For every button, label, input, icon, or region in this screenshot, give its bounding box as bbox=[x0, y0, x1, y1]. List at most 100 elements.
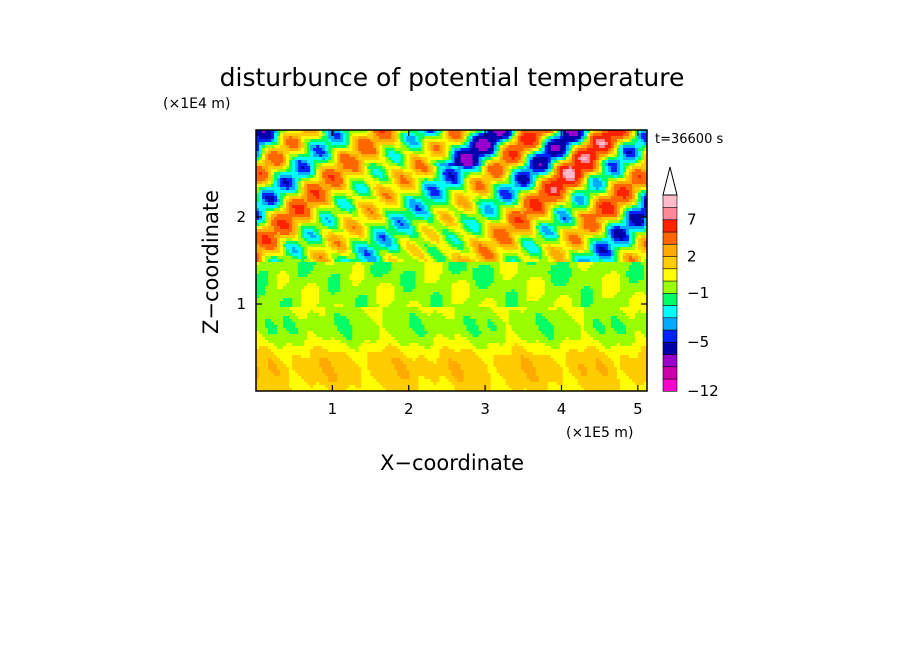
field-cell bbox=[628, 187, 633, 191]
field-cell bbox=[508, 241, 513, 245]
field-cell bbox=[472, 193, 477, 197]
field-cell bbox=[466, 136, 471, 140]
field-cell bbox=[598, 235, 603, 239]
field-cell bbox=[370, 136, 374, 140]
field-cell bbox=[493, 175, 498, 179]
field-cell bbox=[349, 187, 353, 191]
field-cell bbox=[583, 163, 588, 167]
field-cell bbox=[304, 214, 308, 218]
field-cell bbox=[304, 226, 308, 230]
field-cell bbox=[574, 223, 579, 227]
field-cell bbox=[460, 193, 465, 197]
field-cell bbox=[562, 130, 567, 134]
field-cell bbox=[370, 172, 374, 176]
field-cell bbox=[268, 211, 272, 215]
field-cell bbox=[616, 133, 621, 137]
field-cell bbox=[445, 199, 450, 203]
field-cell bbox=[310, 244, 314, 248]
field-cell bbox=[568, 199, 573, 203]
field-cell bbox=[616, 199, 621, 203]
field-cell bbox=[382, 151, 386, 155]
field-cell bbox=[556, 220, 561, 224]
field-cell bbox=[436, 187, 441, 191]
field-cell bbox=[286, 229, 290, 233]
field-cell bbox=[628, 220, 633, 224]
field-cell bbox=[493, 220, 498, 224]
field-cell bbox=[463, 208, 468, 212]
field-cell bbox=[547, 160, 552, 164]
field-cell bbox=[628, 223, 633, 227]
field-cell bbox=[349, 208, 353, 212]
field-cell bbox=[400, 181, 404, 185]
field-cell bbox=[268, 187, 272, 191]
field-cell bbox=[307, 133, 311, 137]
field-cell bbox=[325, 193, 329, 197]
field-cell bbox=[466, 184, 471, 188]
field-cell bbox=[394, 133, 398, 137]
field-cell bbox=[301, 166, 305, 170]
field-cell bbox=[436, 145, 441, 149]
field-cell bbox=[346, 193, 350, 197]
field-cell bbox=[595, 133, 600, 137]
field-cell bbox=[361, 238, 365, 242]
field-cell bbox=[418, 238, 423, 242]
field-cell bbox=[328, 175, 332, 179]
field-cell bbox=[568, 145, 573, 149]
field-cell bbox=[271, 241, 275, 245]
field-cell bbox=[382, 190, 386, 194]
field-cell bbox=[613, 166, 618, 170]
field-cell bbox=[331, 142, 335, 146]
field-cell bbox=[628, 208, 633, 212]
field-cell bbox=[568, 184, 573, 188]
field-cell bbox=[337, 211, 341, 215]
field-cell bbox=[490, 142, 495, 146]
field-cell bbox=[568, 229, 573, 233]
field-cell bbox=[427, 181, 432, 185]
field-cell bbox=[322, 217, 326, 221]
field-cell bbox=[475, 163, 480, 167]
field-cell bbox=[520, 136, 525, 140]
field-cell bbox=[520, 166, 525, 170]
field-cell bbox=[346, 133, 350, 137]
field-cell bbox=[301, 241, 305, 245]
field-cell bbox=[640, 196, 645, 200]
field-cell bbox=[448, 190, 453, 194]
field-cell bbox=[352, 184, 356, 188]
field-cell bbox=[397, 199, 401, 203]
field-cell bbox=[352, 190, 356, 194]
field-cell bbox=[382, 217, 386, 221]
field-cell bbox=[565, 142, 570, 146]
field-cell bbox=[556, 202, 561, 206]
field-cell bbox=[586, 223, 591, 227]
field-cell bbox=[367, 178, 371, 182]
field-cell bbox=[400, 175, 404, 179]
field-cell bbox=[379, 157, 383, 161]
field-cell bbox=[601, 202, 606, 206]
field-cell bbox=[358, 193, 362, 197]
field-cell bbox=[634, 199, 639, 203]
field-cell bbox=[577, 211, 582, 215]
field-cell bbox=[514, 145, 519, 149]
field-cell bbox=[385, 244, 389, 248]
field-cell bbox=[469, 214, 474, 218]
field-cell bbox=[622, 178, 627, 182]
field-cell bbox=[319, 226, 323, 230]
field-cell bbox=[439, 205, 444, 209]
field-cell bbox=[544, 223, 549, 227]
field-cell bbox=[610, 187, 615, 191]
field-cell bbox=[586, 172, 591, 176]
field-cell bbox=[361, 136, 365, 140]
field-cell bbox=[328, 172, 332, 176]
field-cell bbox=[358, 205, 362, 209]
field-cell bbox=[586, 199, 591, 203]
field-cell bbox=[517, 223, 522, 227]
field-cell bbox=[313, 178, 317, 182]
field-cell bbox=[547, 211, 552, 215]
field-cell bbox=[535, 205, 540, 209]
field-cell bbox=[376, 208, 380, 212]
field-cell bbox=[334, 196, 338, 200]
field-cell bbox=[454, 190, 459, 194]
field-cell bbox=[577, 130, 582, 134]
field-cell bbox=[517, 148, 522, 152]
field-cell bbox=[613, 151, 618, 155]
